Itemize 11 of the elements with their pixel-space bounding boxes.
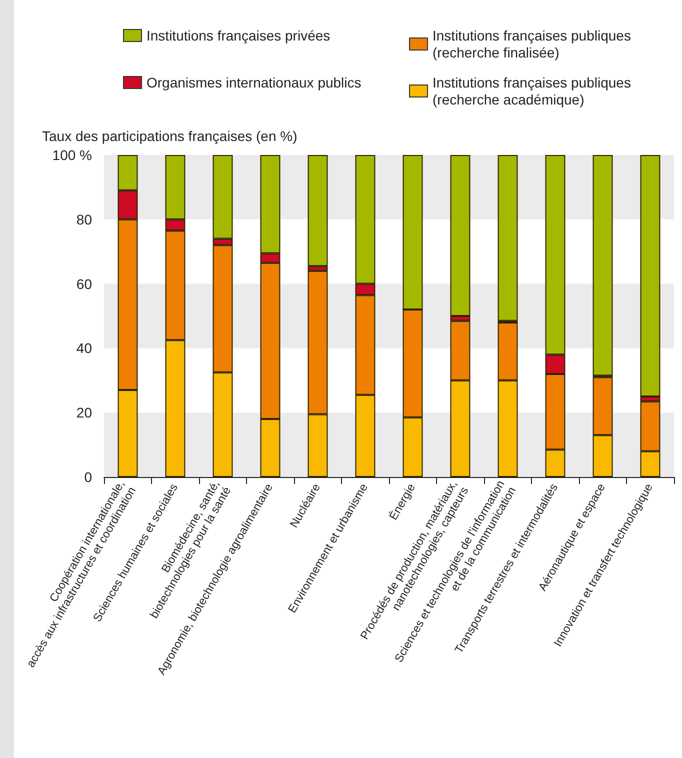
- y-tick-label: 80: [76, 211, 92, 228]
- legend-label: Organismes internationaux publics: [146, 74, 362, 90]
- y-tick-label: 100 %: [52, 147, 92, 163]
- y-axis-title: Taux des participations françaises (en %): [42, 128, 298, 144]
- y-tick-label: 20: [76, 404, 92, 421]
- y-tick-label: 60: [76, 276, 92, 292]
- y-tick-label: 0: [84, 469, 92, 485]
- legend-label: Institutions françaises privées: [146, 28, 330, 44]
- legend-label: Institutions françaises publiques (recherche finalisée): [432, 28, 631, 60]
- y-tick-label: 40: [76, 340, 92, 356]
- legend-label: Institutions françaises publiques (recherche académique): [432, 74, 631, 108]
